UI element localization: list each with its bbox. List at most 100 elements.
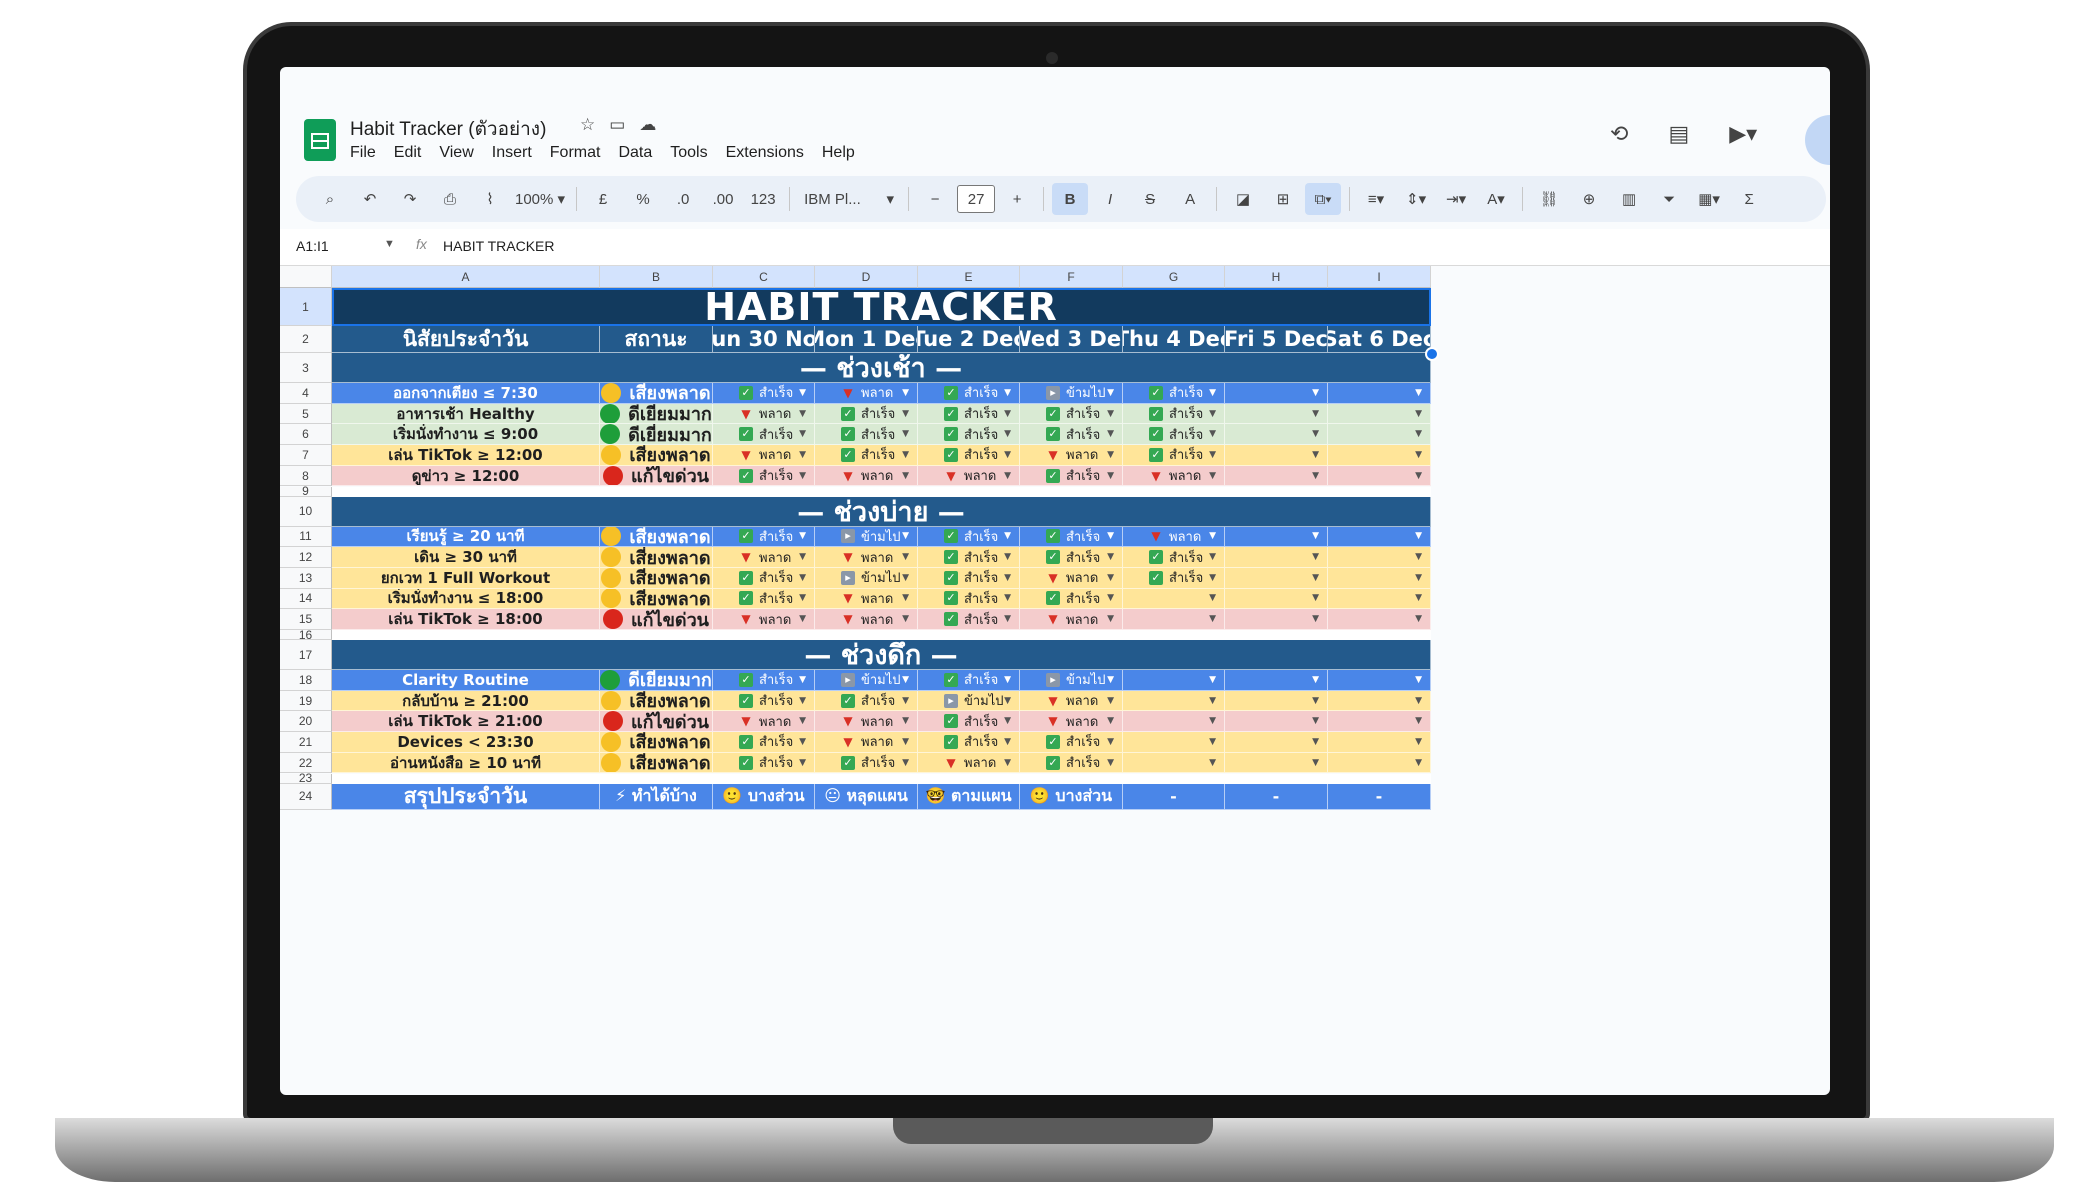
name-box[interactable]: A1:I1: [296, 238, 329, 254]
chevron-down-icon[interactable]: ▼: [902, 387, 909, 398]
bold-button[interactable]: B: [1052, 183, 1089, 215]
chevron-down-icon[interactable]: ▼: [799, 429, 806, 440]
column-header-i[interactable]: I: [1328, 266, 1431, 288]
habit-name[interactable]: เดิน ≥ 30 นาที: [332, 547, 600, 568]
chevron-down-icon[interactable]: ▼: [1312, 757, 1319, 768]
chevron-down-icon[interactable]: ▼: [1004, 572, 1011, 583]
day-dropdown-cell[interactable]: ▼: [1328, 588, 1431, 610]
status-cell[interactable]: ดีเยี่ยมมาก: [600, 424, 713, 446]
chevron-down-icon[interactable]: ▼: [902, 695, 909, 706]
chevron-down-icon[interactable]: ▼: [1209, 593, 1216, 604]
day-dropdown-cell[interactable]: ✓ สำเร็จ ▼: [1123, 445, 1225, 466]
habit-column-header[interactable]: นิสัยประจำวัน: [332, 326, 600, 353]
comments-icon[interactable]: ▤: [1668, 122, 1690, 147]
chevron-down-icon[interactable]: ▼: [1004, 408, 1011, 419]
chevron-down-icon[interactable]: ▼: [902, 674, 909, 685]
chevron-down-icon[interactable]: ▼: [799, 614, 806, 625]
chevron-down-icon[interactable]: ▼: [1312, 387, 1319, 398]
day-dropdown-cell[interactable]: ✓ สำเร็จ ▼: [918, 588, 1020, 610]
move-folder-icon[interactable]: ▭: [609, 115, 626, 135]
row-header[interactable]: 5: [280, 403, 332, 425]
chevron-down-icon[interactable]: ▼: [1312, 674, 1319, 685]
day-dropdown-cell[interactable]: ▼: [1225, 732, 1328, 753]
chevron-down-icon[interactable]: ▼: [1004, 429, 1011, 440]
day-dropdown-cell[interactable]: ▼ พลาด ▼: [1020, 609, 1123, 630]
italic-button[interactable]: I: [1107, 190, 1113, 208]
row-header[interactable]: 10: [280, 496, 332, 527]
row-header[interactable]: 16: [280, 628, 332, 642]
day-dropdown-cell[interactable]: ✓ สำเร็จ ▼: [713, 732, 815, 753]
chevron-down-icon[interactable]: ▼: [1312, 716, 1319, 727]
row-header[interactable]: 17: [280, 640, 332, 670]
chevron-down-icon[interactable]: ▼: [1107, 572, 1114, 583]
chevron-down-icon[interactable]: ▼: [902, 470, 909, 481]
insert-comment-icon[interactable]: ⊕: [1582, 191, 1596, 208]
day-dropdown-cell[interactable]: ▸ ข้ามไป ▼: [1020, 670, 1123, 691]
chevron-down-icon[interactable]: ▼: [1415, 449, 1422, 460]
day-dropdown-cell[interactable]: ✓ สำเร็จ ▼: [918, 424, 1020, 446]
habit-name[interactable]: เริ่มนั่งทำงาน ≤ 9:00: [332, 424, 600, 446]
chevron-down-icon[interactable]: ▼: [1312, 572, 1319, 583]
day-dropdown-cell[interactable]: ✓ สำเร็จ ▼: [918, 567, 1020, 589]
menu-data[interactable]: Data: [618, 144, 653, 161]
day-dropdown-cell[interactable]: ▼: [1123, 670, 1225, 691]
chevron-down-icon[interactable]: ▼: [902, 531, 909, 542]
day-dropdown-cell[interactable]: ▼: [1225, 465, 1328, 487]
borders-icon[interactable]: ⊞: [1276, 191, 1290, 208]
status-cell[interactable]: เสี่ยงพลาด: [600, 732, 713, 753]
day-dropdown-cell[interactable]: ✓ สำเร็จ ▼: [815, 424, 918, 446]
font-select[interactable]: IBM Pl... ▾: [798, 183, 900, 215]
chevron-down-icon[interactable]: ▼: [902, 614, 909, 625]
day-dropdown-cell[interactable]: ✓ สำเร็จ ▼: [713, 588, 815, 610]
chevron-down-icon[interactable]: ▼: [1415, 408, 1422, 419]
day-dropdown-cell[interactable]: ✓ สำเร็จ ▼: [713, 567, 815, 589]
day-dropdown-cell[interactable]: ✓ สำเร็จ ▼: [1020, 588, 1123, 610]
day-column-header[interactable]: Mon 1 Dec: [815, 326, 918, 353]
day-dropdown-cell[interactable]: ▼: [1123, 732, 1225, 753]
status-cell[interactable]: เสี่ยงพลาด: [600, 752, 713, 774]
document-title[interactable]: Habit Tracker (ตัวอย่าง): [350, 119, 547, 140]
status-cell[interactable]: เสี่ยงพลาด: [600, 690, 713, 712]
status-cell[interactable]: แก้ไขด่วน: [600, 609, 713, 630]
day-dropdown-cell[interactable]: ▼: [1328, 690, 1431, 712]
font-size-increase-button[interactable]: +: [1012, 190, 1022, 208]
filter-views-icon[interactable]: ▦▾: [1698, 191, 1720, 208]
summary-label[interactable]: สรุปประจำวัน: [332, 783, 600, 810]
filter-icon[interactable]: ⏷: [1663, 190, 1676, 208]
section-header[interactable]: — ช่วงเช้า —: [332, 353, 1431, 383]
status-cell[interactable]: แก้ไขด่วน: [600, 711, 713, 733]
day-dropdown-cell[interactable]: ▼: [1328, 732, 1431, 753]
menu-extensions[interactable]: Extensions: [725, 144, 804, 161]
day-dropdown-cell[interactable]: ▼: [1225, 383, 1328, 404]
day-dropdown-cell[interactable]: ✓ สำเร็จ ▼: [1123, 547, 1225, 568]
menu-help[interactable]: Help: [821, 144, 855, 161]
chevron-down-icon[interactable]: ▼: [1004, 757, 1011, 768]
day-dropdown-cell[interactable]: ✓ สำเร็จ ▼: [918, 547, 1020, 568]
decrease-decimal-button[interactable]: .0: [676, 190, 690, 208]
row-header[interactable]: 22: [280, 752, 332, 774]
chevron-down-icon[interactable]: ▼: [1415, 674, 1422, 685]
column-header-c[interactable]: C: [713, 266, 815, 288]
chevron-down-icon[interactable]: ▼: [902, 572, 909, 583]
menu-edit[interactable]: Edit: [393, 144, 422, 161]
chevron-down-icon[interactable]: ▼: [1415, 552, 1422, 563]
search-menus-icon[interactable]: ⌕: [325, 190, 335, 208]
column-header-h[interactable]: H: [1225, 266, 1328, 288]
row-header[interactable]: 9: [280, 484, 332, 498]
chevron-down-icon[interactable]: ▼: [1107, 449, 1114, 460]
chevron-down-icon[interactable]: ▼: [1312, 449, 1319, 460]
chevron-down-icon[interactable]: ▼: [1004, 387, 1011, 398]
day-dropdown-cell[interactable]: ▼ พลาด ▼: [1123, 465, 1225, 487]
chevron-down-icon[interactable]: ▼: [1107, 531, 1114, 542]
chevron-down-icon[interactable]: ▼: [902, 757, 909, 768]
chevron-down-icon[interactable]: ▼: [799, 757, 806, 768]
chevron-down-icon[interactable]: ▼: [1415, 470, 1422, 481]
day-dropdown-cell[interactable]: ✓ สำเร็จ ▼: [918, 732, 1020, 753]
day-dropdown-cell[interactable]: ▼ พลาด ▼: [918, 465, 1020, 487]
day-dropdown-cell[interactable]: ✓ สำเร็จ ▼: [713, 690, 815, 712]
status-cell[interactable]: เสี่ยงพลาด: [600, 445, 713, 466]
habit-name[interactable]: ดูข่าว ≥ 12:00: [332, 465, 600, 487]
chevron-down-icon[interactable]: ▼: [1312, 736, 1319, 747]
day-dropdown-cell[interactable]: ▼: [1123, 609, 1225, 630]
chevron-down-icon[interactable]: ▼: [1415, 593, 1422, 604]
